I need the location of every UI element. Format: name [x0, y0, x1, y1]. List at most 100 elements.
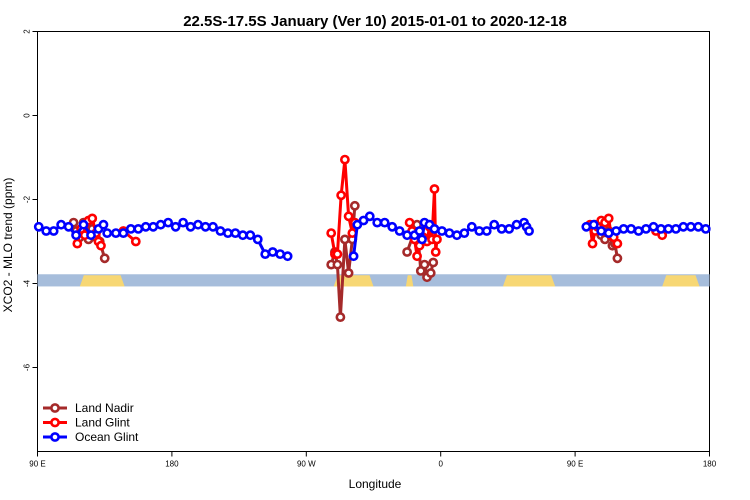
ocean-strip — [37, 274, 710, 287]
land-nadir-point — [425, 268, 436, 278]
ocean-glint-point — [474, 226, 485, 236]
ocean-glint-point — [267, 247, 278, 257]
ocean-glint-point — [41, 226, 52, 236]
legend-swatch-marker — [50, 403, 60, 413]
ocean-glint-point — [170, 221, 181, 232]
ocean-glint-point — [596, 226, 607, 236]
legend-item-land-nadir: Land Nadir — [43, 401, 134, 415]
legend-swatch-marker — [50, 432, 60, 442]
x-tick-label-4: 90 E — [567, 460, 583, 469]
land-glint-point — [412, 251, 422, 262]
ocean-glint-point — [230, 228, 241, 238]
y-tick-label-3: -4 — [23, 279, 32, 287]
ocean-glint-point — [603, 228, 614, 238]
land-segment-0 — [79, 275, 125, 287]
land-glint-point — [404, 217, 415, 228]
ocean-glint-point — [275, 249, 286, 259]
ocean-glint-point — [387, 221, 398, 232]
ocean-glint-point — [685, 221, 696, 232]
chart-title: 22.5S-17.5S January (Ver 10) 2015-01-01 … — [183, 13, 567, 30]
ocean-glint-point — [215, 226, 226, 236]
land-glint-point — [332, 249, 343, 259]
land-glint-point — [96, 240, 106, 251]
x-tick-label-2: 90 W — [297, 460, 316, 469]
ocean-glint-point — [466, 221, 477, 232]
land-glint-point — [87, 213, 98, 224]
ocean-glint-point — [118, 228, 129, 238]
ocean-glint-point — [140, 221, 151, 232]
ocean-glint-point — [641, 223, 651, 234]
ocean-glint-point — [414, 226, 425, 236]
ocean-glint-point — [618, 223, 629, 234]
ocean-glint-point — [163, 217, 174, 228]
x-tick-label-0: 90 E — [29, 460, 45, 469]
land-nadir-point — [428, 257, 439, 268]
ocean-glint-point — [524, 226, 534, 236]
legend-label-land-glint: Land Glint — [75, 416, 130, 430]
legend-item-land-glint: Land Glint — [43, 416, 130, 430]
ocean-glint-point — [626, 223, 636, 234]
land-glint-point — [336, 190, 347, 201]
ocean-glint-point — [633, 226, 644, 236]
land-nadir-point — [343, 268, 354, 278]
y-tick-label-2: -2 — [23, 195, 32, 203]
ocean-glint-point — [245, 230, 256, 241]
ocean-glint-point — [352, 219, 363, 230]
ocean-glint-point — [444, 228, 455, 238]
ocean-glint-point — [102, 228, 113, 238]
ocean-glint-point — [56, 219, 67, 230]
land-segment-4 — [662, 275, 700, 287]
legend-swatch-marker — [50, 417, 60, 428]
y-axis-label: XCO2 - MLO trend (ppm) — [1, 178, 15, 313]
ocean-glint-point — [481, 226, 492, 236]
plot-area — [37, 31, 710, 452]
land-nadir-point — [612, 253, 623, 264]
ocean-glint-point — [282, 251, 293, 262]
land-nadir-point — [335, 312, 346, 322]
legend-label-ocean-glint: Ocean Glint — [75, 430, 139, 444]
land-glint-point — [339, 154, 350, 165]
x-axis-label: Longitude — [349, 477, 402, 491]
y-tick-label-0: 2 — [23, 29, 32, 34]
land-nadir-point — [332, 259, 343, 270]
land-glint-point — [612, 238, 623, 249]
land-glint-point — [72, 238, 83, 249]
ocean-glint-point — [178, 217, 188, 228]
ocean-glint-point — [111, 228, 121, 238]
land-glint-point — [603, 213, 614, 224]
ocean-glint-point — [71, 230, 81, 241]
ocean-glint-point — [611, 226, 622, 236]
ocean-glint-point — [125, 223, 136, 234]
ocean-glint-point — [200, 221, 211, 232]
ocean-glint-point — [693, 221, 704, 232]
land-nadir-point — [349, 200, 360, 211]
land-glint-point — [432, 234, 442, 245]
ocean-glint-point — [358, 215, 369, 226]
x-tick-label-1: 180 — [165, 460, 179, 469]
ocean-glint-point — [133, 223, 144, 234]
ocean-glint-point — [252, 234, 263, 245]
legend-item-ocean-glint: Ocean Glint — [43, 430, 139, 444]
ocean-glint-point — [678, 221, 689, 232]
land-glint-point — [130, 236, 141, 247]
ocean-glint-point — [394, 226, 405, 236]
land-glint-point — [429, 184, 440, 194]
ocean-glint-point — [379, 217, 390, 228]
ocean-glint-point — [98, 219, 109, 230]
ocean-glint-point — [155, 219, 166, 230]
ocean-glint-point — [86, 230, 96, 241]
y-tick-label-4: -6 — [23, 363, 32, 371]
ocean-glint-point — [504, 223, 515, 234]
ocean-glint-point — [348, 251, 359, 262]
ocean-glint-point — [48, 226, 59, 236]
land-nadir-point — [339, 234, 350, 245]
surface-strip — [37, 274, 710, 287]
ocean-glint-point — [656, 223, 666, 234]
ocean-glint-point — [185, 221, 196, 232]
x-tick-label-3: 0 — [438, 460, 443, 469]
land-glint-point — [587, 238, 598, 249]
ocean-glint-point — [237, 230, 248, 241]
ocean-glint-point — [451, 230, 462, 241]
land-glint-point — [343, 211, 354, 222]
